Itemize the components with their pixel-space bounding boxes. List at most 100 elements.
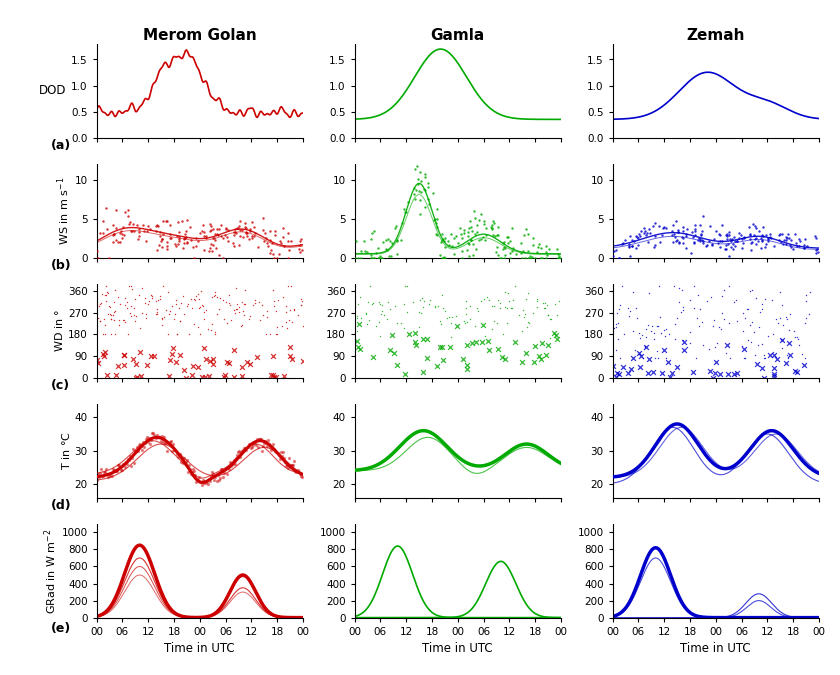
Point: [158, 438, 171, 449]
Point: [207, 223, 220, 234]
Point: [237, 306, 250, 317]
Point: [756, 230, 769, 241]
Point: [755, 230, 769, 241]
Point: [537, 298, 550, 308]
Point: [288, 465, 302, 476]
Point: [229, 304, 243, 315]
Point: [124, 281, 138, 292]
Point: [747, 327, 760, 338]
Point: [193, 227, 207, 238]
Point: [720, 234, 733, 244]
Point: [147, 428, 160, 439]
Point: [156, 215, 170, 226]
Point: [245, 217, 259, 228]
Point: [139, 313, 153, 324]
Point: [92, 300, 106, 311]
Point: [230, 223, 244, 234]
Point: [261, 241, 275, 252]
Point: [98, 466, 112, 477]
Point: [256, 440, 270, 451]
Point: [428, 300, 442, 311]
Point: [417, 295, 431, 306]
Point: [506, 242, 519, 253]
Point: [435, 342, 449, 352]
Point: [198, 476, 212, 487]
Point: [181, 466, 194, 477]
Point: [286, 353, 299, 364]
Point: [227, 238, 240, 248]
Point: [276, 232, 290, 242]
Point: [192, 302, 205, 313]
Point: [220, 469, 234, 480]
Point: [242, 234, 255, 245]
Point: [610, 321, 623, 332]
Point: [222, 289, 235, 300]
Point: [155, 313, 169, 324]
Point: [201, 475, 214, 486]
Point: [181, 237, 194, 248]
Point: [100, 223, 113, 234]
Point: [616, 238, 629, 249]
Point: [260, 238, 274, 248]
Point: [186, 242, 200, 252]
Point: [291, 310, 305, 321]
Point: [139, 438, 152, 449]
Point: [221, 235, 234, 246]
Point: [228, 227, 241, 238]
Point: [263, 329, 276, 340]
Point: [470, 303, 484, 314]
Point: [648, 217, 662, 228]
Point: [527, 308, 540, 319]
Point: [494, 252, 507, 263]
X-axis label: Time in UTC: Time in UTC: [423, 642, 493, 655]
Point: [190, 473, 203, 484]
Point: [151, 294, 165, 305]
Point: [217, 467, 230, 478]
Point: [615, 281, 628, 292]
Point: [129, 310, 143, 321]
Point: [521, 288, 534, 299]
Point: [218, 464, 232, 475]
Point: [670, 361, 684, 372]
Point: [470, 219, 484, 230]
Point: [192, 294, 206, 305]
Point: [284, 281, 297, 292]
Point: [96, 216, 109, 227]
Point: [123, 281, 136, 292]
Point: [390, 318, 403, 329]
Point: [625, 240, 638, 251]
Point: [255, 433, 268, 444]
Point: [512, 310, 526, 321]
Point: [692, 233, 706, 244]
Point: [367, 252, 381, 263]
Point: [181, 215, 194, 225]
Point: [365, 252, 379, 263]
Point: [107, 464, 120, 475]
Point: [522, 229, 535, 240]
Point: [426, 188, 439, 199]
Point: [201, 324, 214, 335]
Point: [767, 350, 780, 361]
Point: [551, 252, 564, 263]
Point: [194, 477, 207, 487]
Point: [351, 298, 365, 309]
Point: [648, 230, 662, 241]
Point: [755, 339, 769, 350]
Point: [134, 441, 148, 452]
Point: [165, 435, 178, 446]
Point: [445, 311, 459, 322]
Point: [786, 244, 800, 254]
Point: [93, 228, 107, 239]
Point: [701, 239, 714, 250]
Point: [279, 460, 292, 471]
Point: [159, 438, 172, 449]
Point: [475, 296, 488, 306]
Point: [250, 433, 264, 444]
Point: [659, 353, 673, 364]
Point: [278, 241, 291, 252]
Point: [430, 203, 444, 214]
Point: [686, 367, 700, 378]
Point: [130, 219, 144, 230]
Point: [400, 281, 413, 292]
Point: [99, 290, 113, 300]
